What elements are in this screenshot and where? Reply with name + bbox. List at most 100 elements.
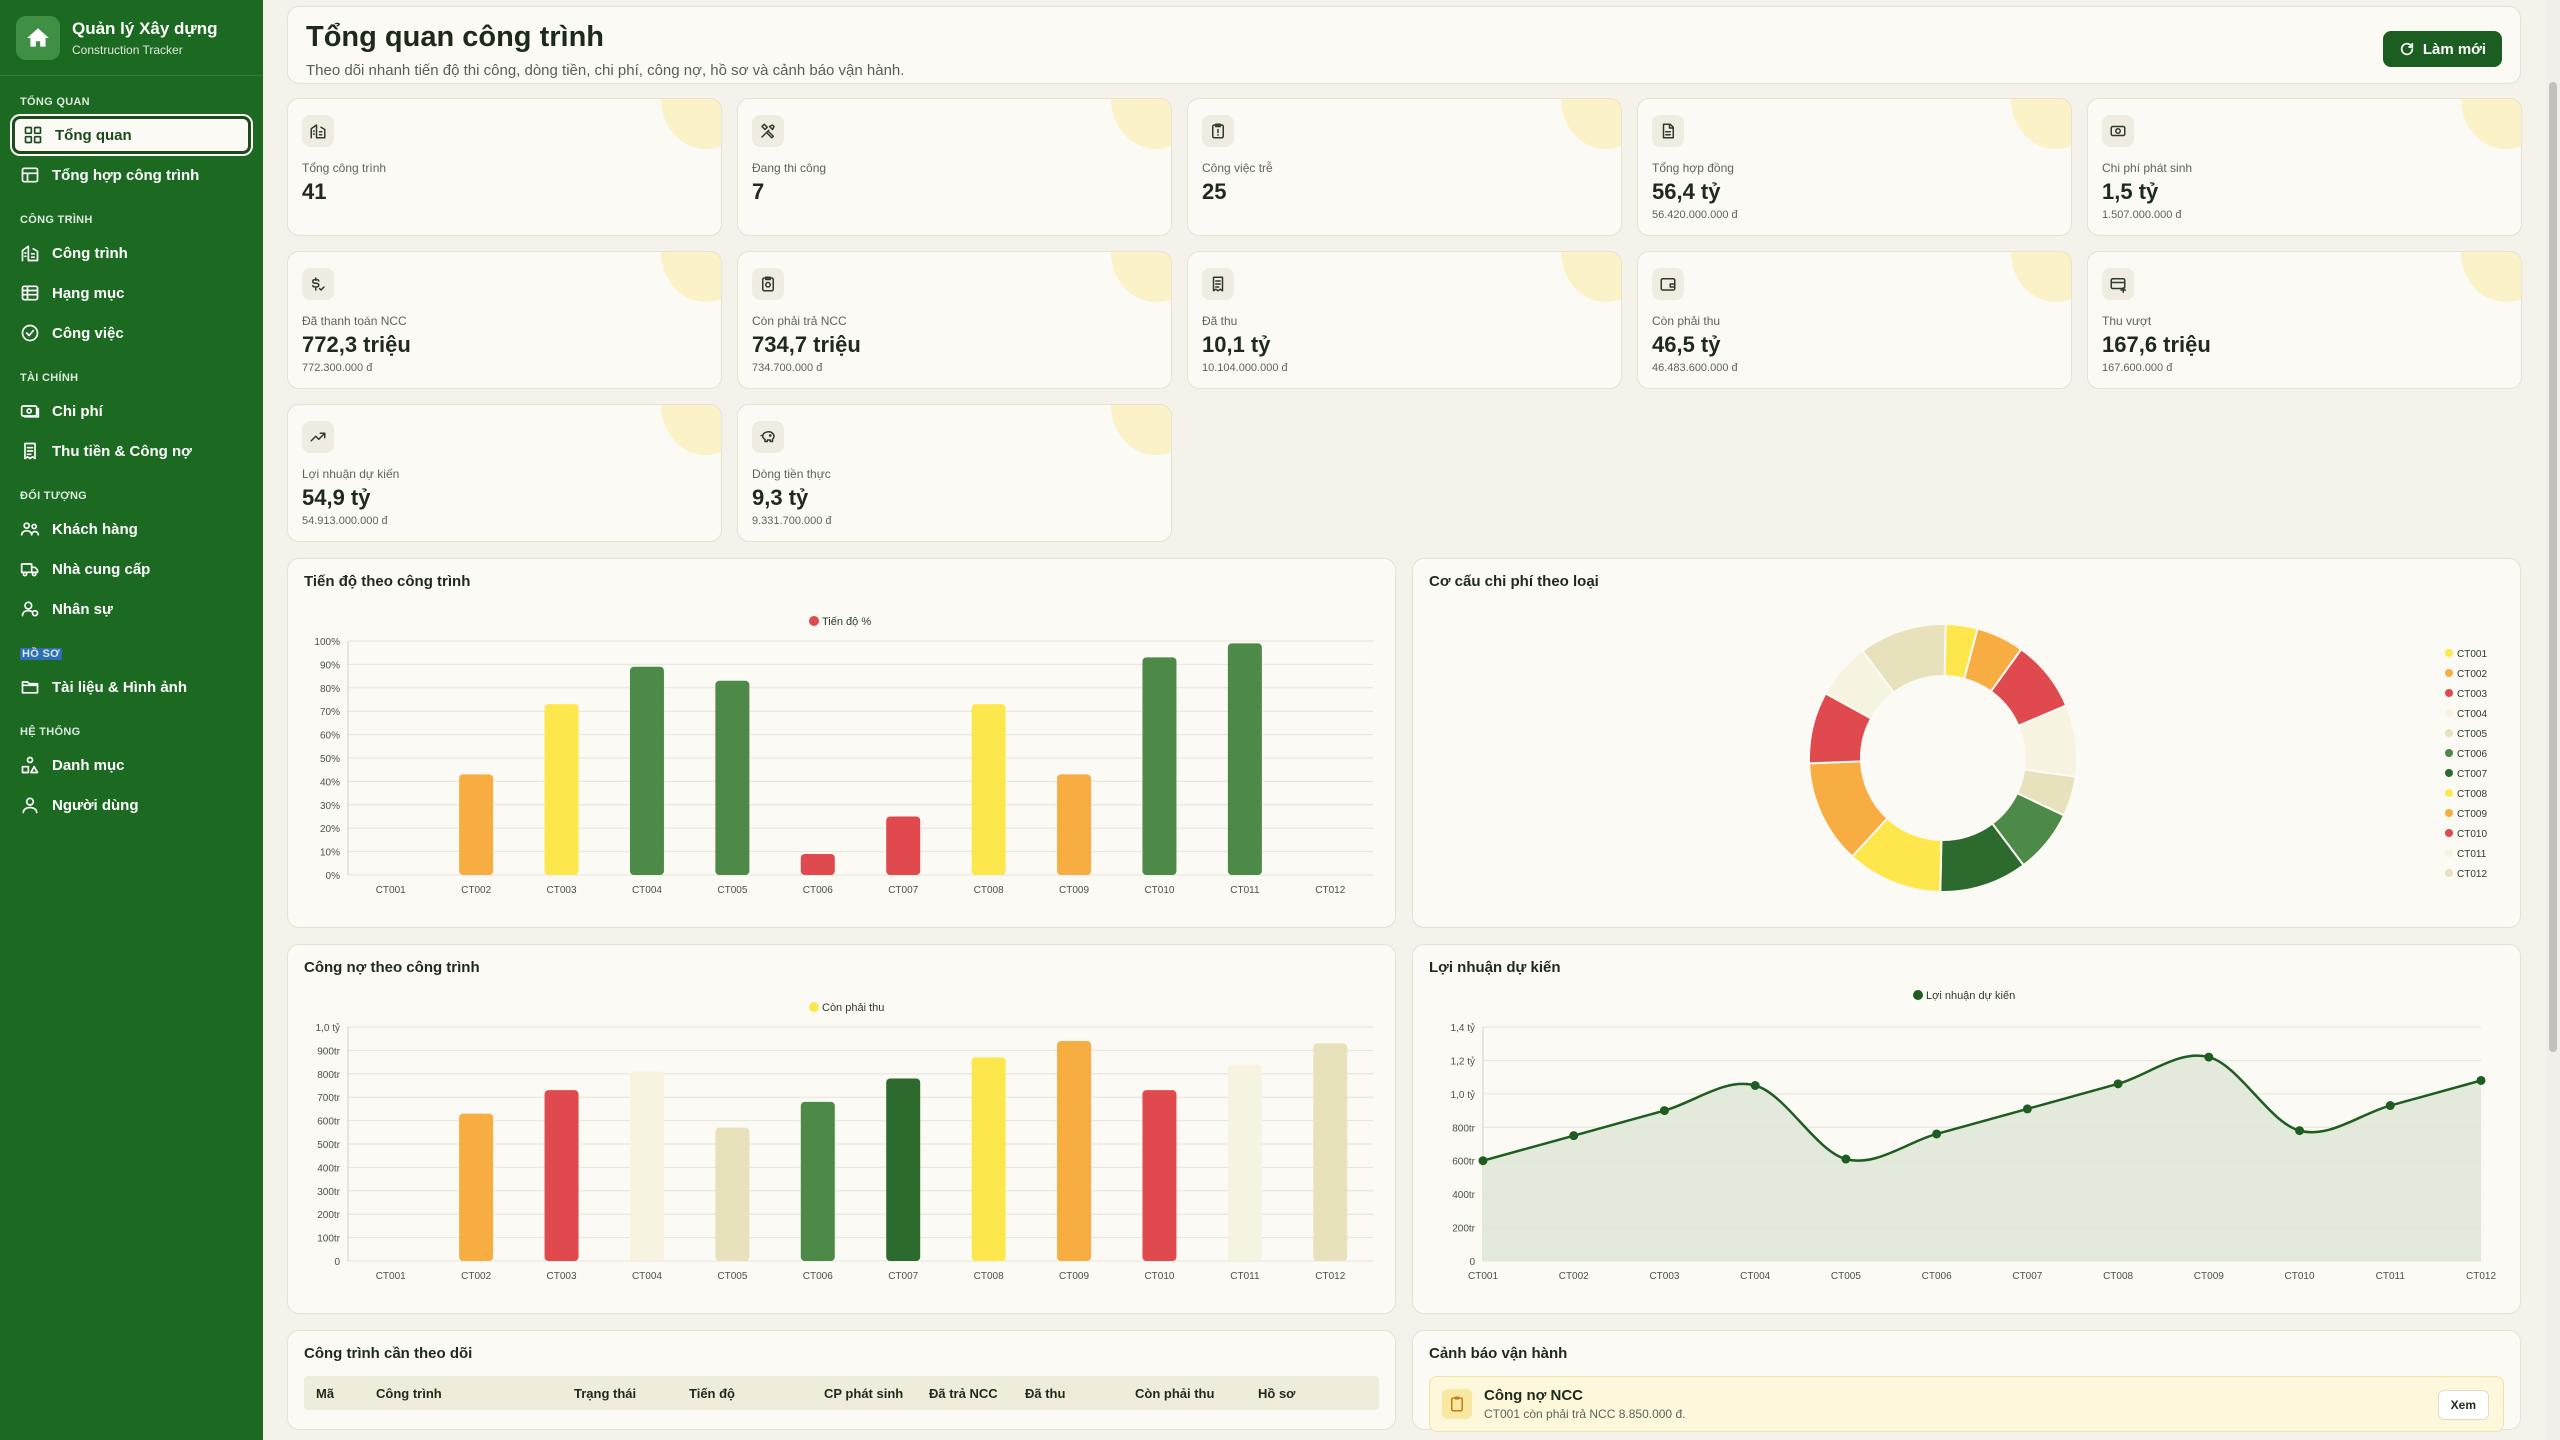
profit-chart-card: Lợi nhuận dự kiến Lợi nhuận dự kiến 0 200t… (1412, 944, 2521, 1314)
user-gear-icon (21, 601, 39, 617)
y-tick-label: 200tr (1452, 1224, 1475, 1235)
clipboard-alert-icon (1212, 123, 1224, 139)
y-tick-label: 1,0 tỷ (316, 1022, 340, 1034)
kpi-label: Tổng hợp đồng (1652, 161, 1734, 175)
brand[interactable]: Quản lý Xây dựng Construction Tracker (0, 0, 263, 76)
kpi-label: Công việc trễ (1202, 161, 1273, 175)
legend-label: CT001 (2457, 649, 2487, 660)
scrollbar-thumb[interactable] (2549, 82, 2557, 1052)
clipboard-money-icon (762, 276, 774, 292)
legend-swatch (2445, 669, 2453, 677)
bar (1227, 643, 1262, 875)
building-icon (310, 124, 326, 139)
sidebar-item-0-3[interactable]: Khách hàng (12, 510, 251, 548)
folder-icon (21, 681, 39, 694)
kpi-value: 167,6 triệu (2102, 332, 2211, 357)
kpi-label: Đang thi công (752, 161, 827, 175)
bar (800, 853, 835, 875)
legend-label: CT003 (2457, 689, 2487, 700)
nav-section-label: TÀI CHÍNH (20, 372, 79, 384)
x-tick-label: CT012 (2466, 1271, 2496, 1282)
refresh-button[interactable]: Làm mới (2382, 31, 2502, 67)
bar (886, 816, 921, 875)
data-point (2204, 1052, 2214, 1062)
x-tick-label: CT004 (632, 1271, 662, 1282)
y-tick-label: 700tr (317, 1093, 340, 1104)
sidebar-item-2-3[interactable]: Nhân sự (12, 590, 251, 628)
bar (971, 1057, 1006, 1261)
alert-title: Công nợ NCC (1484, 1387, 1583, 1404)
column-header[interactable]: Hồ sơ (1258, 1385, 1296, 1401)
data-point (1841, 1154, 1851, 1164)
sidebar-item-1-5[interactable]: Người dùng (12, 786, 251, 824)
sidebar-item-0-2[interactable]: Chi phí (12, 392, 251, 430)
data-point (2022, 1104, 2032, 1114)
sidebar-item-1-0[interactable]: Tổng hợp công trình (12, 156, 251, 194)
sidebar-item-2-1[interactable]: Công việc (12, 314, 251, 352)
x-tick-label: CT010 (2285, 1271, 2315, 1282)
kpi-label: Đã thanh toán NCC (302, 314, 407, 328)
kpi-label: Còn phải thu (1652, 314, 1721, 328)
x-tick-label: CT011 (1230, 885, 1260, 896)
sidebar-item-1-1[interactable]: Hạng mục (12, 274, 251, 312)
column-header[interactable]: Đã trả NCC (929, 1385, 998, 1401)
y-tick-label: 300tr (317, 1187, 340, 1198)
receipt-icon (24, 442, 36, 460)
sidebar-item-1-2[interactable]: Thu tiền & Công nợ (12, 432, 251, 470)
column-header[interactable]: CP phát sinh (824, 1385, 904, 1401)
y-tick-label: 800tr (1452, 1123, 1475, 1134)
page-scrollbar[interactable] (2546, 0, 2560, 1440)
legend-label: Lợi nhuận dự kiến (1926, 990, 2015, 1002)
nav-section-label: CÔNG TRÌNH (20, 214, 93, 226)
sidebar-item-0-5[interactable]: Danh mục (12, 746, 251, 784)
data-point (2476, 1075, 2486, 1085)
dollar-check-icon (312, 277, 325, 291)
bar (1057, 1041, 1092, 1261)
sidebar-item-0-1[interactable]: Công trình (12, 234, 251, 272)
page-title: Tổng quan công trình (306, 21, 605, 53)
kpi-label: Tổng công trình (302, 161, 387, 175)
sidebar-item-label: Tổng quan (55, 126, 132, 144)
kpi-label: Thu vượt (2102, 314, 2152, 328)
wallet-icon (1660, 278, 1676, 291)
sidebar-item-0-0[interactable]: Tổng quan (12, 116, 251, 154)
user-icon (22, 797, 38, 814)
chart-title: Công nợ theo công trình (304, 959, 480, 976)
sidebar-item-label: Nhà cung cấp (52, 560, 151, 578)
bar (1227, 1064, 1262, 1261)
refresh-label: Làm mới (2422, 40, 2486, 58)
shapes-icon (21, 756, 39, 774)
alert-description: CT001 còn phải trả NCC 8.850.000 đ. (1484, 1407, 1686, 1421)
sidebar-item-label: Danh mục (52, 756, 125, 774)
legend-swatch (2445, 829, 2453, 837)
y-tick-label: 50% (320, 754, 340, 765)
legend-label: CT010 (2457, 829, 2487, 840)
legend-swatch (2445, 649, 2453, 657)
x-tick-label: CT005 (1831, 1271, 1861, 1282)
column-header[interactable]: Đã thu (1025, 1385, 1066, 1401)
column-header[interactable]: Công trình (376, 1385, 442, 1401)
bar (886, 1078, 921, 1261)
nav-section-label: HỆ THỐNG (20, 726, 81, 738)
legend-swatch (2445, 789, 2453, 797)
kpi-card: Tổng công trình 41 (287, 98, 722, 236)
y-tick-label: 40% (320, 777, 340, 788)
x-tick-label: CT006 (803, 1271, 833, 1282)
legend-label: CT012 (2457, 869, 2487, 880)
column-header[interactable]: Mã (316, 1385, 335, 1401)
legend-label: CT002 (2457, 669, 2487, 680)
kpi-card: Lợi nhuận dự kiến 54,9 tỷ 54.913.000.000 đ (287, 404, 722, 542)
kpi-label: Đã thu (1202, 314, 1238, 328)
x-tick-label: CT005 (717, 1271, 747, 1282)
kpi-label: Dòng tiền thực (752, 467, 831, 481)
column-header[interactable]: Trạng thái (574, 1385, 637, 1401)
sidebar-item-1-3[interactable]: Nhà cung cấp (12, 550, 251, 588)
column-header[interactable]: Còn phải thu (1135, 1385, 1215, 1401)
debt-bar-chart: Còn phải thu 0 100tr 200tr 300tr 400tr 500tr 60… (316, 1002, 1373, 1282)
kpi-subvalue: 734.700.000 đ (752, 362, 823, 374)
view-alert-button[interactable]: Xem (2437, 1390, 2489, 1420)
column-header[interactable]: Tiến độ (689, 1385, 735, 1401)
sidebar-item-0-4[interactable]: Tài liệu & Hình ảnh (12, 668, 251, 706)
x-tick-label: CT009 (1059, 1271, 1089, 1282)
tools-icon (761, 123, 775, 139)
